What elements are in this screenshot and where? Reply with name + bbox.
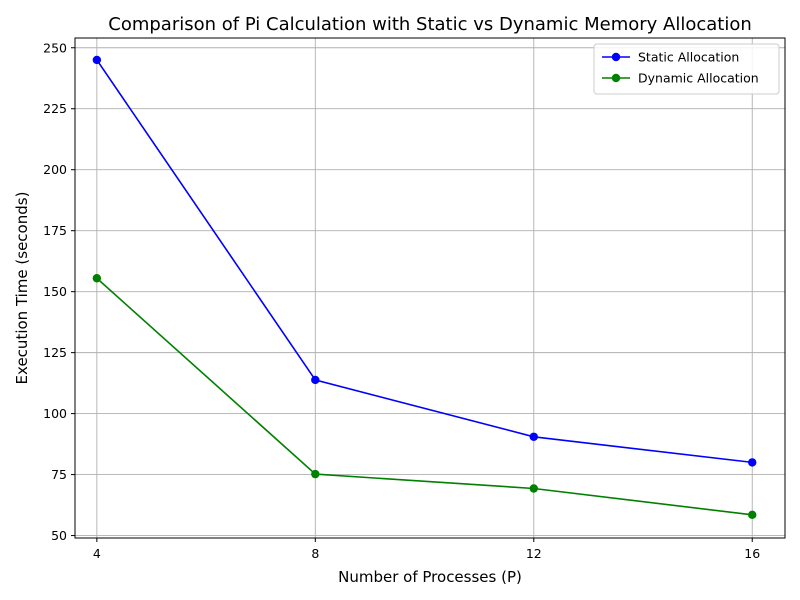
- x-axis-title: Number of Processes (P): [338, 568, 522, 586]
- x-tick-label: 8: [311, 546, 319, 561]
- x-tick-label: 12: [526, 546, 542, 561]
- legend-label-static-allocation: Static Allocation: [638, 50, 739, 65]
- axis-ticks: 4 8 12 16 50 75 100 125 150 175 200 225 250: [43, 40, 760, 561]
- data-point-static-allocation: [311, 375, 320, 385]
- chart-title: Comparison of Pi Calculation with Static…: [108, 14, 752, 35]
- legend-marker-dynamic-allocation: [611, 73, 621, 83]
- series-line-static-allocation: [96, 59, 753, 464]
- y-tick-label: 75: [51, 467, 67, 482]
- y-tick-label: 200: [43, 162, 67, 177]
- data-point-dynamic-allocation: [748, 510, 757, 520]
- grid: [75, 38, 785, 538]
- x-tick-label: 16: [744, 546, 760, 561]
- data-point-dynamic-allocation: [529, 484, 538, 493]
- legend-box: [593, 43, 780, 95]
- legend-marker-static-allocation: [611, 52, 621, 62]
- y-tick-label: 225: [43, 101, 67, 116]
- data-point-static-allocation: [92, 55, 102, 65]
- y-tick-label: 175: [43, 223, 67, 238]
- x-tick-label: 4: [93, 546, 101, 561]
- series-line-dynamic-allocation: [96, 277, 753, 516]
- legend-label-dynamic-allocation: Dynamic Allocation: [638, 71, 759, 86]
- y-tick-label: 50: [51, 528, 67, 543]
- data-point-static-allocation: [529, 432, 538, 441]
- plot-frame: [74, 37, 786, 539]
- y-tick-label: 250: [43, 40, 67, 55]
- data-point-static-allocation: [748, 458, 757, 467]
- data-point-dynamic-allocation: [311, 469, 320, 479]
- data-point-dynamic-allocation: [92, 274, 102, 283]
- series-layer: [92, 55, 757, 520]
- y-axis-title: Execution Time (seconds): [13, 192, 31, 385]
- legend: Static Allocation Dynamic Allocation: [593, 43, 780, 95]
- y-tick-label: 150: [43, 284, 67, 299]
- y-tick-label: 100: [43, 406, 67, 421]
- y-tick-label: 125: [43, 345, 67, 360]
